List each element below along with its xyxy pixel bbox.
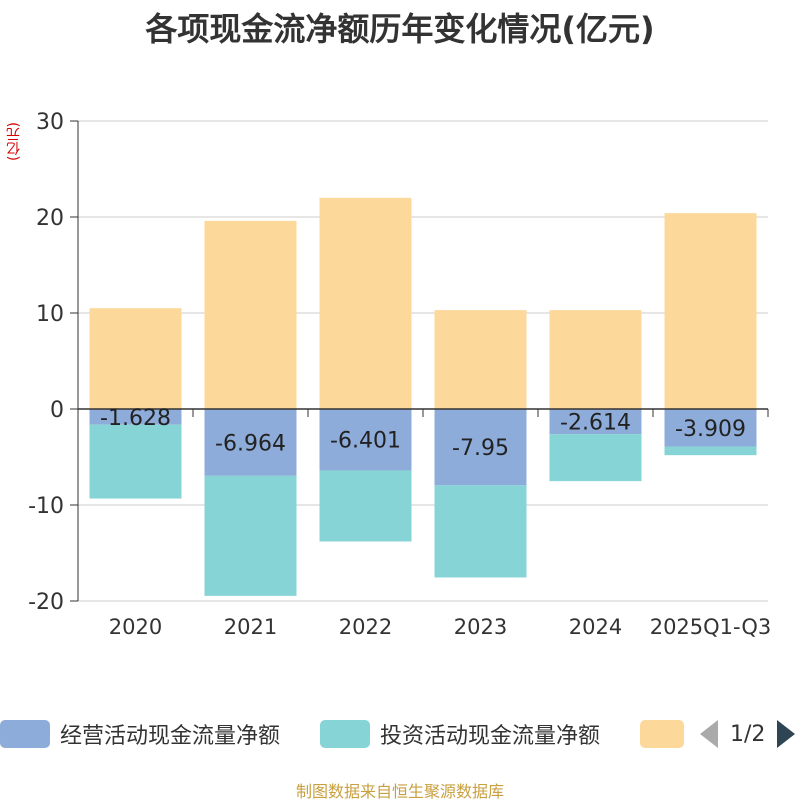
data-label-2: -6.401 xyxy=(330,429,401,454)
y-tick-label-4: -10 xyxy=(28,494,64,519)
legend-swatch-investing xyxy=(320,720,370,748)
y-tick-label-2: 10 xyxy=(36,302,64,327)
bar-s2-0 xyxy=(89,308,182,409)
bar-s2-1 xyxy=(204,220,297,409)
y-tick-label-0: 30 xyxy=(36,110,64,135)
next-page-icon[interactable] xyxy=(777,720,796,748)
bar-s1-5 xyxy=(664,446,757,456)
legend-pager: 1/2 xyxy=(700,714,796,754)
bar-s2-2 xyxy=(319,197,412,409)
data-label-1: -6.964 xyxy=(215,431,286,456)
legend-item-investing[interactable]: 投资活动现金流量净额 xyxy=(320,714,600,754)
legend-swatch-third xyxy=(640,720,684,748)
bar-s0-2 xyxy=(319,409,412,471)
y-tick-label-1: 20 xyxy=(36,206,64,231)
legend-item-operating[interactable]: 经营活动现金流量净额 xyxy=(0,714,280,754)
prev-page-icon[interactable] xyxy=(700,720,718,748)
data-label-3: -7.95 xyxy=(452,436,509,461)
bar-s0-1 xyxy=(204,409,297,476)
bar-s2-4 xyxy=(549,310,642,409)
x-tick-label-2: 2022 xyxy=(339,615,392,639)
bar-s0-5 xyxy=(664,409,757,447)
bar-s0-0 xyxy=(89,409,182,425)
x-tick-label-3: 2023 xyxy=(454,615,507,639)
x-tick-label-1: 2021 xyxy=(224,615,277,639)
y-tick-label-3: 0 xyxy=(50,398,64,423)
legend-label-operating: 经营活动现金流量净额 xyxy=(60,724,281,749)
legend-item-third[interactable] xyxy=(640,714,684,754)
data-label-4: -2.614 xyxy=(560,411,631,436)
bar-s1-4 xyxy=(549,434,642,482)
bar-s2-3 xyxy=(434,310,527,409)
bar-s1-3 xyxy=(434,485,527,578)
bar-s2-5 xyxy=(664,213,757,409)
x-tick-label-0: 2020 xyxy=(109,615,162,639)
bar-s1-1 xyxy=(204,475,297,596)
x-tick-label-4: 2024 xyxy=(569,615,622,639)
legend: 经营活动现金流量净额 投资活动现金流量净额 xyxy=(0,714,800,754)
bar-s0-3 xyxy=(434,409,527,486)
data-source-note: 制图数据来自恒生聚源数据库 xyxy=(295,782,504,801)
legend-page-indicator: 1/2 xyxy=(730,721,766,747)
legend-label-investing: 投资活动现金流量净额 xyxy=(380,724,601,749)
data-label-5: -3.909 xyxy=(675,417,746,442)
bar-s1-2 xyxy=(319,470,412,542)
data-label-0: -1.628 xyxy=(100,406,171,431)
legend-swatch-operating xyxy=(0,720,50,748)
y-tick-label-5: -20 xyxy=(28,590,64,615)
bar-s0-4 xyxy=(549,409,642,435)
bar-s1-0 xyxy=(89,424,182,499)
x-tick-label-5: 2025Q1-Q3 xyxy=(650,615,772,639)
chart-title: 各项现金流净额历年变化情况(亿元) xyxy=(145,10,655,48)
